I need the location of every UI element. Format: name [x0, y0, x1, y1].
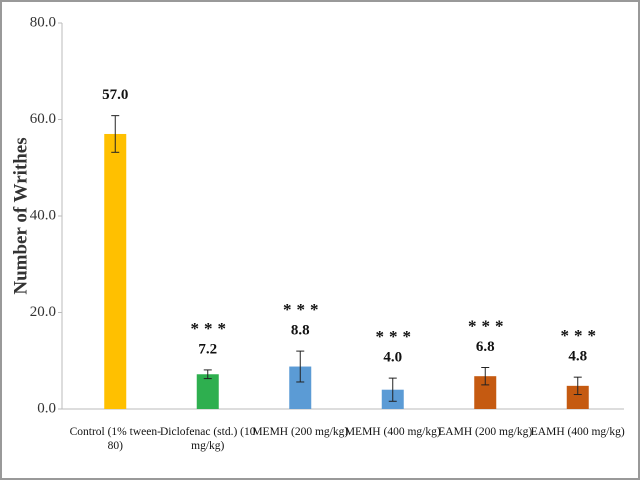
y-tick-label: 20.0 [30, 304, 56, 320]
bar [196, 374, 219, 409]
y-axis-label: Number of Writhes [10, 137, 31, 294]
significance-stars: *** [191, 319, 232, 338]
value-label: 4.0 [383, 350, 402, 366]
y-tick-label: 40.0 [30, 207, 56, 223]
y-tick-label: 60.0 [30, 111, 56, 127]
significance-stars: *** [561, 326, 602, 345]
significance-stars: *** [376, 327, 417, 346]
y-tick-label: 80.0 [30, 14, 56, 30]
x-tick-label: MEMH (200 mg/kg) [252, 426, 349, 438]
x-tick-label: EAMH (400 mg/kg) [530, 426, 625, 438]
value-label: 57.0 [102, 87, 128, 103]
significance-stars: *** [283, 300, 324, 319]
y-tick-label: 0.0 [37, 400, 56, 416]
value-label: 7.2 [198, 341, 217, 357]
bar [566, 385, 589, 409]
bar [104, 133, 127, 409]
x-tick-label: Diclofenac (std.) (10 mg/kg) [160, 426, 256, 452]
bar [289, 366, 312, 409]
value-label: 8.8 [291, 323, 310, 339]
x-tick-label: Control (1% tween-80) [69, 426, 161, 452]
x-tick-label: EAMH (200 mg/kg) [438, 426, 533, 438]
bar [474, 376, 497, 409]
value-label: 4.8 [568, 349, 587, 365]
value-label: 6.8 [476, 339, 495, 355]
x-tick-label: MEMH (400 mg/kg) [344, 426, 441, 438]
significance-stars: *** [468, 316, 509, 335]
